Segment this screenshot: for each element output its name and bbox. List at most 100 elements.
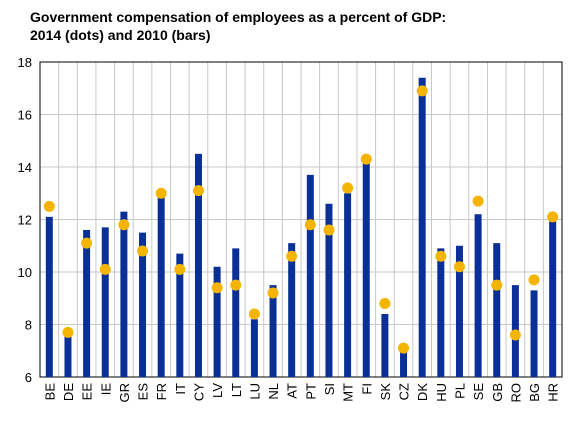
y-tick-label: 10 bbox=[18, 265, 32, 280]
chart-title: Government compensation of employees as … bbox=[30, 8, 570, 44]
dot-EE bbox=[81, 237, 93, 249]
x-tick-label: DK bbox=[415, 383, 430, 401]
y-tick-label: 6 bbox=[25, 370, 32, 385]
x-tick-label: PL bbox=[452, 383, 467, 399]
bar-LV bbox=[213, 266, 221, 377]
bar-PL bbox=[455, 245, 463, 377]
dot-SK bbox=[379, 298, 391, 309]
y-tick-label: 16 bbox=[18, 108, 32, 123]
bar-DE bbox=[64, 329, 72, 377]
dot-series bbox=[43, 85, 559, 354]
bar-series bbox=[45, 77, 557, 377]
x-tick-label: BE bbox=[42, 383, 57, 401]
dot-IT bbox=[174, 263, 186, 275]
x-tick-label: BG bbox=[527, 383, 542, 402]
dot-ES bbox=[137, 245, 149, 257]
x-tick-label: AT bbox=[285, 383, 300, 399]
dot-BG bbox=[528, 274, 540, 286]
bar-LT bbox=[232, 248, 240, 377]
y-tick-label: 8 bbox=[25, 318, 32, 333]
dot-NL bbox=[267, 287, 279, 299]
dot-FI bbox=[360, 153, 372, 165]
dot-AT bbox=[286, 250, 298, 262]
bar-GB bbox=[493, 243, 501, 377]
dot-MT bbox=[342, 182, 354, 194]
bar-IT bbox=[176, 253, 184, 377]
x-tick-label: LT bbox=[229, 383, 244, 397]
x-tick-label: GR bbox=[117, 383, 132, 403]
dot-BE bbox=[43, 200, 55, 212]
bar-CY bbox=[194, 153, 202, 377]
bar-ES bbox=[139, 232, 147, 377]
x-tick-label: IE bbox=[98, 383, 113, 396]
bar-IE bbox=[101, 227, 109, 377]
dot-SI bbox=[323, 224, 335, 236]
chart-title-line-2: 2014 (dots) and 2010 (bars) bbox=[30, 27, 211, 43]
bar-BG bbox=[530, 290, 538, 377]
dot-PT bbox=[304, 219, 316, 231]
dot-GR bbox=[118, 219, 130, 231]
dot-IE bbox=[99, 263, 111, 275]
bar-SK bbox=[381, 314, 389, 377]
dot-HR bbox=[547, 211, 559, 223]
dot-DK bbox=[416, 85, 428, 97]
dot-GB bbox=[491, 279, 503, 291]
bar-SI bbox=[325, 203, 333, 377]
y-tick-label: 12 bbox=[18, 213, 32, 228]
bar-PT bbox=[306, 174, 314, 377]
x-tick-label: EE bbox=[80, 383, 95, 401]
x-tick-label: SI bbox=[322, 383, 337, 395]
x-tick-label: HU bbox=[434, 383, 449, 402]
bar-DK bbox=[418, 77, 426, 377]
x-tick-label: NL bbox=[266, 383, 281, 400]
x-tick-label: LV bbox=[210, 383, 225, 398]
x-tick-label: CZ bbox=[397, 383, 412, 400]
bar-FR bbox=[157, 195, 165, 377]
bar-HU bbox=[437, 248, 445, 377]
bar-MT bbox=[344, 193, 352, 377]
x-axis-ticks: BE DE EE IE GR ES FR IT CY LV LT LU NL AT PT SI MT FI SK CZ… bbox=[42, 383, 560, 403]
bar-CZ bbox=[400, 350, 408, 377]
x-tick-label: FI bbox=[359, 383, 374, 395]
bar-HR bbox=[549, 214, 557, 377]
x-tick-label: DE bbox=[61, 383, 76, 401]
bar-GR bbox=[120, 211, 128, 377]
bar-LU bbox=[250, 319, 258, 377]
dot-DE bbox=[62, 326, 74, 338]
dot-HU bbox=[435, 250, 447, 262]
dot-LV bbox=[211, 282, 223, 294]
plot-area-frame bbox=[39, 61, 563, 378]
dot-RO bbox=[509, 329, 521, 341]
chart-title-line-1: Government compensation of employees as … bbox=[30, 9, 447, 25]
x-tick-label: SE bbox=[471, 383, 486, 401]
x-tick-label: RO bbox=[508, 383, 523, 403]
x-tick-label: FR bbox=[154, 383, 169, 400]
x-tick-label: IT bbox=[173, 383, 188, 395]
x-tick-label: CY bbox=[191, 383, 206, 401]
bar-NL bbox=[269, 285, 277, 377]
x-tick-label: LU bbox=[247, 383, 262, 400]
bar-BE bbox=[45, 216, 53, 377]
dot-LU bbox=[248, 308, 260, 320]
dot-PL bbox=[453, 261, 465, 273]
x-tick-label: HR bbox=[546, 383, 561, 402]
bar-FI bbox=[362, 159, 370, 377]
y-tick-label: 18 bbox=[18, 55, 32, 70]
dot-FR bbox=[155, 187, 167, 199]
x-tick-label: SK bbox=[378, 383, 393, 401]
x-tick-label: PT bbox=[303, 383, 318, 400]
dot-CZ bbox=[398, 342, 410, 354]
y-tick-label: 14 bbox=[18, 160, 32, 175]
gridlines bbox=[39, 61, 563, 378]
x-tick-label: MT bbox=[341, 383, 356, 402]
dot-SE bbox=[472, 195, 484, 207]
x-tick-label: ES bbox=[136, 383, 151, 401]
bar-EE bbox=[83, 230, 91, 377]
dot-LT bbox=[230, 279, 242, 291]
y-axis-ticks: 6 8 10 12 14 16 18 bbox=[18, 55, 32, 385]
dot-CY bbox=[192, 185, 204, 197]
bar-AT bbox=[288, 243, 296, 377]
x-tick-label: GB bbox=[490, 383, 505, 402]
bar-SE bbox=[474, 214, 482, 377]
